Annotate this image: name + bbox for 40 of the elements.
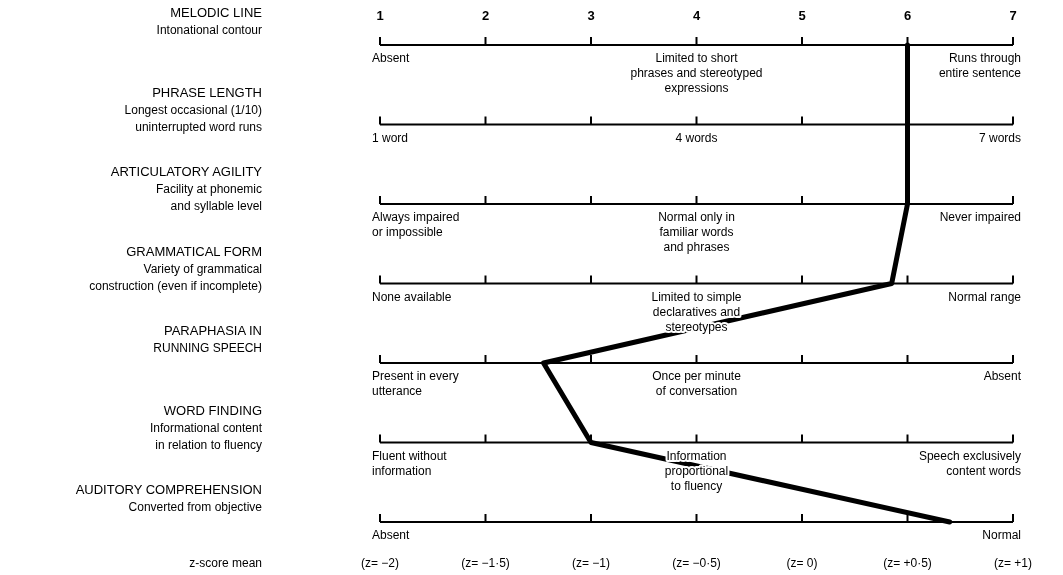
y-tick-label: MELODIC LINE Intonational contour (156, 5, 263, 37)
x2-axis-title: z-score mean (189, 556, 262, 570)
x2-tick-label: (z= −2) (360, 556, 400, 570)
annotation: Absent (372, 51, 411, 65)
x2-tick-label: (z= −1·5) (461, 556, 510, 570)
annotation: 4 words (675, 130, 718, 145)
annotation: Limited to short phrases and stereotyped expressions (630, 51, 763, 95)
annotation: 7 words (978, 130, 1021, 145)
x-tick-label: 3 (587, 8, 595, 23)
x2-tick-label: (z= +1) (993, 556, 1033, 570)
annotation: Normal range (948, 289, 1022, 304)
y-tick-label: PHRASE LENGTH Longest occasional (1/10) uninterrupted word runs (124, 84, 262, 134)
y-tick-label: GRAMMATICAL FORM Variety of grammatical construction (even if incomplete) (89, 243, 262, 293)
annotation: Present in every utterance (372, 369, 459, 398)
annotation: Normal only in familiar words and phrases (658, 210, 735, 254)
annotation: Absent (372, 528, 411, 542)
x-tick-label: 1 (376, 8, 384, 23)
annotation: Speech exclusively content words (918, 448, 1021, 478)
y-tick-label: ARTICULATORY AGILITY Facility at phonemic and syllable level (110, 164, 263, 213)
x2-tick-label: (z= −1) (571, 556, 611, 570)
annotation: Fluent without information (372, 448, 448, 478)
annotation: Runs through entire sentence (938, 51, 1022, 80)
x-tick-label: 5 (798, 8, 806, 23)
x-tick-label: 6 (903, 8, 912, 23)
annotation: Always impaired or impossible (372, 210, 460, 239)
x2-tick-label: (z= +0·5) (883, 556, 932, 570)
x2-tick-label: (z= 0) (786, 556, 818, 570)
y-tick-label: PARAPHASIA IN RUNNING SPEECH (153, 323, 262, 355)
annotation: Once per minute of conversation (652, 369, 742, 398)
annotation: Normal (982, 528, 1021, 542)
annotation: Never impaired (939, 210, 1021, 224)
annotation: 1 word (372, 130, 409, 145)
x-tick-label: 7 (1009, 8, 1017, 23)
y-tick-label: WORD FINDING Informational content in relation to fluency (149, 402, 263, 452)
x-tick-label: 2 (481, 8, 490, 23)
annotation: Absent (983, 369, 1022, 383)
x-tick-label: 4 (692, 8, 701, 23)
annotation: None available (372, 289, 452, 304)
x2-tick-label: (z= −0·5) (672, 556, 721, 570)
y-tick-label: AUDITORY COMPREHENSION Converted from objective (75, 482, 263, 514)
